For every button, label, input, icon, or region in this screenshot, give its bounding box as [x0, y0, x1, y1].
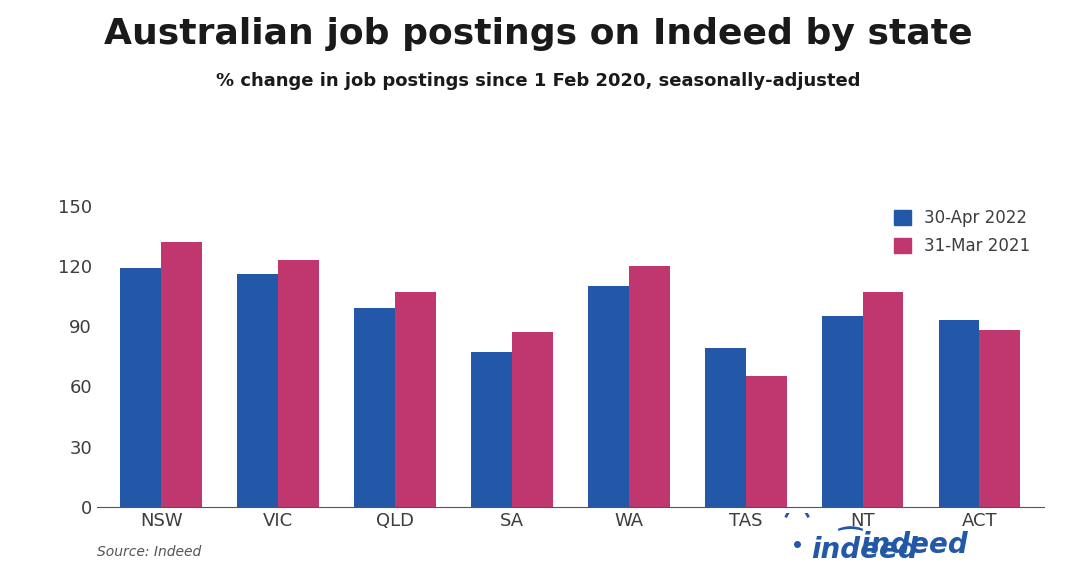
Bar [979, 330, 1020, 507]
Text: indeed: indeed [811, 536, 918, 564]
Bar [512, 332, 553, 507]
Bar [938, 320, 979, 507]
Legend: 30-Apr 2022, 31-Mar 2021: 30-Apr 2022, 31-Mar 2021 [889, 204, 1035, 260]
Bar [746, 377, 787, 507]
Bar [822, 316, 863, 507]
Text: Source: Indeed: Source: Indeed [97, 545, 201, 559]
Bar [278, 260, 318, 507]
Bar [161, 242, 202, 507]
Bar [863, 292, 904, 507]
Bar [237, 274, 278, 507]
Text: Australian job postings on Indeed by state: Australian job postings on Indeed by sta… [103, 17, 973, 51]
Bar [705, 348, 746, 507]
Bar [121, 268, 161, 507]
Bar [354, 308, 395, 507]
Bar [587, 286, 628, 507]
Bar [471, 353, 512, 507]
Bar [395, 292, 436, 507]
Bar [628, 266, 669, 507]
Text: ⁀indeed: ⁀indeed [839, 530, 969, 559]
Text: % change in job postings since 1 Feb 2020, seasonally-adjusted: % change in job postings since 1 Feb 202… [216, 72, 860, 90]
